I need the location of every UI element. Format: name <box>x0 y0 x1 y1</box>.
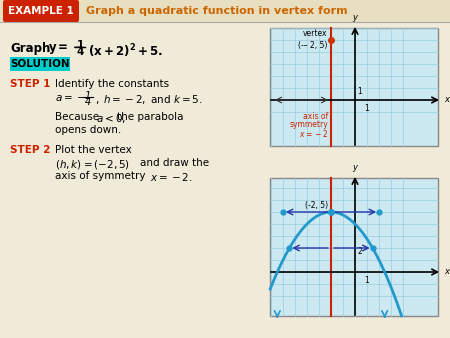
Text: Identify the constants: Identify the constants <box>55 79 169 89</box>
Text: STEP 2: STEP 2 <box>10 145 50 155</box>
Text: STEP 1: STEP 1 <box>10 79 50 89</box>
Text: Plot the vertex: Plot the vertex <box>55 145 132 155</box>
Text: $a < 0,$: $a < 0,$ <box>96 112 126 125</box>
Text: the parabola: the parabola <box>117 112 184 122</box>
Text: x: x <box>444 96 449 104</box>
Text: 1: 1 <box>85 91 91 101</box>
Text: $x = -2$: $x = -2$ <box>298 128 328 139</box>
Bar <box>0 0 450 22</box>
Text: 4: 4 <box>85 97 91 107</box>
Bar <box>270 28 438 146</box>
Text: y: y <box>352 13 357 22</box>
Text: vertex: vertex <box>302 29 327 38</box>
Text: 2: 2 <box>357 247 362 256</box>
Text: $a = -$: $a = -$ <box>55 93 86 103</box>
Text: 1: 1 <box>364 276 369 285</box>
Text: EXAMPLE 1: EXAMPLE 1 <box>8 6 74 16</box>
Text: 1: 1 <box>76 40 84 50</box>
Text: $\mathbf{(x + 2)^2 + 5.}$: $\mathbf{(x + 2)^2 + 5.}$ <box>88 42 163 59</box>
FancyBboxPatch shape <box>3 0 79 22</box>
Text: 1: 1 <box>364 104 369 113</box>
Text: $\mathbf{y = -}$: $\mathbf{y = -}$ <box>48 42 83 56</box>
Text: opens down.: opens down. <box>55 125 121 135</box>
Bar <box>10 57 70 71</box>
Text: 4: 4 <box>76 47 84 57</box>
Text: (-2, 5): (-2, 5) <box>305 201 328 210</box>
Text: symmetry: symmetry <box>289 120 328 129</box>
Text: 1: 1 <box>357 87 362 96</box>
Text: $, \; h = -2,$ and $k = 5.$: $, \; h = -2,$ and $k = 5.$ <box>95 93 203 106</box>
Text: axis of: axis of <box>303 112 328 121</box>
Text: SOLUTION: SOLUTION <box>10 59 70 69</box>
Text: and draw the: and draw the <box>140 158 209 168</box>
Text: y: y <box>352 163 357 172</box>
Text: Graph: Graph <box>10 42 50 55</box>
Bar <box>270 178 438 316</box>
Text: Because: Because <box>55 112 99 122</box>
Text: Graph a quadratic function in vertex form: Graph a quadratic function in vertex for… <box>86 6 347 16</box>
Text: axis of symmetry: axis of symmetry <box>55 171 145 181</box>
Text: x: x <box>444 267 449 276</box>
Text: $(h, k) = (-2, 5)$: $(h, k) = (-2, 5)$ <box>55 158 130 171</box>
Text: $x = -2.$: $x = -2.$ <box>150 171 193 183</box>
Text: (-– 2, 5): (-– 2, 5) <box>297 41 327 50</box>
